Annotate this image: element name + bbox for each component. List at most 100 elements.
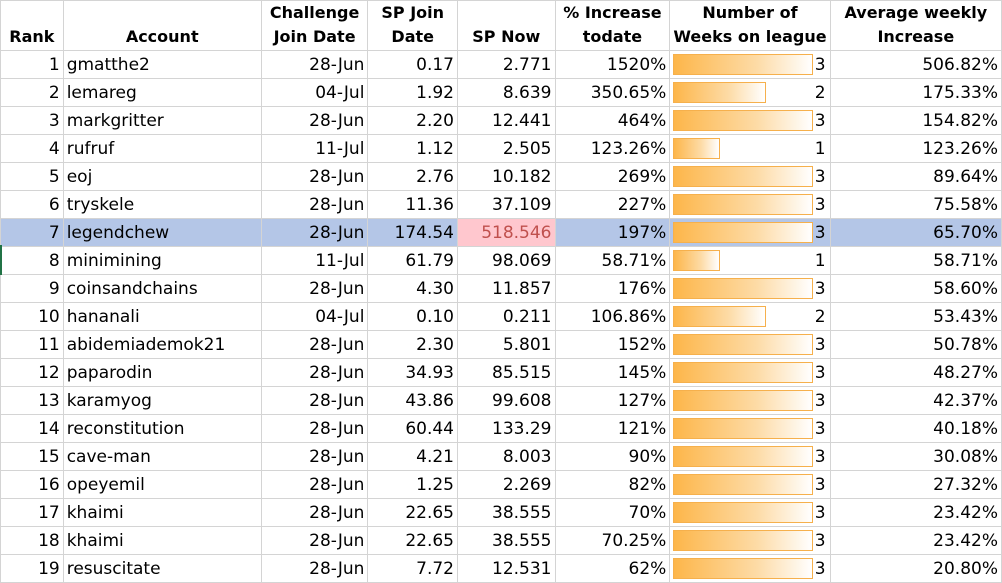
join-date-cell[interactable]: 28-Jun	[260, 414, 369, 443]
account-cell[interactable]: minimining	[62, 246, 262, 275]
sp-join-cell[interactable]: 1.12	[367, 134, 458, 163]
join-date-cell[interactable]: 04-Jul	[260, 302, 369, 331]
join-date-cell[interactable]: 28-Jun	[260, 218, 369, 247]
sp-join-cell[interactable]: 7.72	[367, 554, 458, 583]
pct-increase-cell[interactable]: 82%	[554, 470, 671, 499]
sp-join-cell[interactable]: 4.21	[367, 442, 458, 471]
rank-cell[interactable]: 17	[0, 498, 64, 527]
join-date-cell[interactable]: 28-Jun	[260, 274, 369, 303]
join-date-cell[interactable]: 28-Jun	[260, 554, 369, 583]
rank-cell[interactable]: 3	[0, 106, 64, 135]
header-sp-now[interactable]: SP Now	[456, 0, 556, 51]
pct-increase-cell[interactable]: 464%	[554, 106, 671, 135]
sp-now-cell[interactable]: 2.505	[456, 134, 556, 163]
sp-now-cell[interactable]: 12.531	[456, 554, 556, 583]
join-date-cell[interactable]: 28-Jun	[260, 526, 369, 555]
account-cell[interactable]: gmatthe2	[62, 50, 262, 79]
table-row[interactable]: 2 lemareg 04-Jul 1.92 8.639 350.65% 2 175.33%	[0, 78, 1002, 107]
join-date-cell[interactable]: 28-Jun	[260, 162, 369, 191]
weeks-cell[interactable]: 3	[669, 162, 831, 191]
sp-join-cell[interactable]: 174.54	[367, 218, 458, 247]
weeks-cell[interactable]: 3	[669, 50, 831, 79]
sp-join-cell[interactable]: 22.65	[367, 526, 458, 555]
avg-weekly-cell[interactable]: 53.43%	[829, 302, 1002, 331]
weeks-cell[interactable]: 3	[669, 274, 831, 303]
avg-weekly-cell[interactable]: 42.37%	[829, 386, 1002, 415]
rank-cell[interactable]: 4	[0, 134, 64, 163]
table-row[interactable]: 19 resuscitate 28-Jun 7.72 12.531 62% 3 20.80%	[0, 554, 1002, 583]
header-weeks[interactable]: Number of Weeks on league	[669, 0, 831, 51]
sp-now-cell[interactable]: 38.555	[456, 526, 556, 555]
sp-join-cell[interactable]: 61.79	[367, 246, 458, 275]
join-date-cell[interactable]: 28-Jun	[260, 470, 369, 499]
table-row[interactable]: 16 opeyemil 28-Jun 1.25 2.269 82% 3 27.32%	[0, 470, 1002, 499]
account-cell[interactable]: eoj	[62, 162, 262, 191]
weeks-cell[interactable]: 3	[669, 554, 831, 583]
weeks-cell[interactable]: 2	[669, 302, 831, 331]
table-row[interactable]: 12 paparodin 28-Jun 34.93 85.515 145% 3 48.27%	[0, 358, 1002, 387]
table-row[interactable]: 18 khaimi 28-Jun 22.65 38.555 70.25% 3 23.42%	[0, 526, 1002, 555]
avg-weekly-cell[interactable]: 154.82%	[829, 106, 1002, 135]
sp-now-cell[interactable]: 11.857	[456, 274, 556, 303]
sp-join-cell[interactable]: 22.65	[367, 498, 458, 527]
avg-weekly-cell[interactable]: 40.18%	[829, 414, 1002, 443]
join-date-cell[interactable]: 28-Jun	[260, 106, 369, 135]
header-sp-join[interactable]: SP Join Date	[367, 0, 458, 51]
avg-weekly-cell[interactable]: 23.42%	[829, 498, 1002, 527]
pct-increase-cell[interactable]: 1520%	[554, 50, 671, 79]
header-avg-weekly[interactable]: Average weekly Increase	[829, 0, 1002, 51]
sp-join-cell[interactable]: 60.44	[367, 414, 458, 443]
weeks-cell[interactable]: 3	[669, 386, 831, 415]
table-row[interactable]: 13 karamyog 28-Jun 43.86 99.608 127% 3 42.37%	[0, 386, 1002, 415]
sp-join-cell[interactable]: 4.30	[367, 274, 458, 303]
account-cell[interactable]: rufruf	[62, 134, 262, 163]
table-row[interactable]: 4 rufruf 11-Jul 1.12 2.505 123.26% 1 123.26%	[0, 134, 1002, 163]
join-date-cell[interactable]: 28-Jun	[260, 50, 369, 79]
pct-increase-cell[interactable]: 350.65%	[554, 78, 671, 107]
account-cell[interactable]: coinsandchains	[62, 274, 262, 303]
sp-now-cell[interactable]: 8.639	[456, 78, 556, 107]
pct-increase-cell[interactable]: 197%	[554, 218, 671, 247]
table-row[interactable]: 10 hananali 04-Jul 0.10 0.211 106.86% 2 53.43%	[0, 302, 1002, 331]
table-row[interactable]: 17 khaimi 28-Jun 22.65 38.555 70% 3 23.42%	[0, 498, 1002, 527]
sp-join-cell[interactable]: 2.30	[367, 330, 458, 359]
join-date-cell[interactable]: 28-Jun	[260, 358, 369, 387]
rank-cell[interactable]: 11	[0, 330, 64, 359]
weeks-cell[interactable]: 3	[669, 526, 831, 555]
account-cell[interactable]: tryskele	[62, 190, 262, 219]
account-cell[interactable]: markgritter	[62, 106, 262, 135]
sp-join-cell[interactable]: 1.92	[367, 78, 458, 107]
pct-increase-cell[interactable]: 58.71%	[554, 246, 671, 275]
sp-join-cell[interactable]: 2.76	[367, 162, 458, 191]
table-row[interactable]: 3 markgritter 28-Jun 2.20 12.441 464% 3 154.82%	[0, 106, 1002, 135]
rank-cell[interactable]: 2	[0, 78, 64, 107]
rank-cell[interactable]: 7	[0, 218, 64, 247]
avg-weekly-cell[interactable]: 30.08%	[829, 442, 1002, 471]
join-date-cell[interactable]: 28-Jun	[260, 190, 369, 219]
rank-cell[interactable]: 15	[0, 442, 64, 471]
account-cell[interactable]: opeyemil	[62, 470, 262, 499]
pct-increase-cell[interactable]: 176%	[554, 274, 671, 303]
avg-weekly-cell[interactable]: 48.27%	[829, 358, 1002, 387]
join-date-cell[interactable]: 28-Jun	[260, 498, 369, 527]
sp-now-cell[interactable]: 98.069	[456, 246, 556, 275]
avg-weekly-cell[interactable]: 175.33%	[829, 78, 1002, 107]
sp-now-cell[interactable]: 0.211	[456, 302, 556, 331]
table-row[interactable]: 7 legendchew 28-Jun 174.54 518.546 197% 3 65.70…	[0, 218, 1002, 247]
sp-join-cell[interactable]: 2.20	[367, 106, 458, 135]
table-row[interactable]: 6 tryskele 28-Jun 11.36 37.109 227% 3 75.58%	[0, 190, 1002, 219]
join-date-cell[interactable]: 28-Jun	[260, 386, 369, 415]
weeks-cell[interactable]: 3	[669, 442, 831, 471]
pct-increase-cell[interactable]: 106.86%	[554, 302, 671, 331]
table-row[interactable]: 8 minimining 11-Jul 61.79 98.069 58.71% 1 58.71…	[0, 246, 1002, 275]
weeks-cell[interactable]: 3	[669, 498, 831, 527]
avg-weekly-cell[interactable]: 23.42%	[829, 526, 1002, 555]
rank-cell[interactable]: 8	[0, 246, 64, 275]
sp-now-cell[interactable]: 518.546	[456, 218, 556, 247]
table-row[interactable]: 11 abidemiademok21 28-Jun 2.30 5.801 152% 3 50.…	[0, 330, 1002, 359]
avg-weekly-cell[interactable]: 50.78%	[829, 330, 1002, 359]
avg-weekly-cell[interactable]: 58.60%	[829, 274, 1002, 303]
sp-join-cell[interactable]: 1.25	[367, 470, 458, 499]
header-join-date[interactable]: Challenge Join Date	[260, 0, 369, 51]
sp-now-cell[interactable]: 85.515	[456, 358, 556, 387]
